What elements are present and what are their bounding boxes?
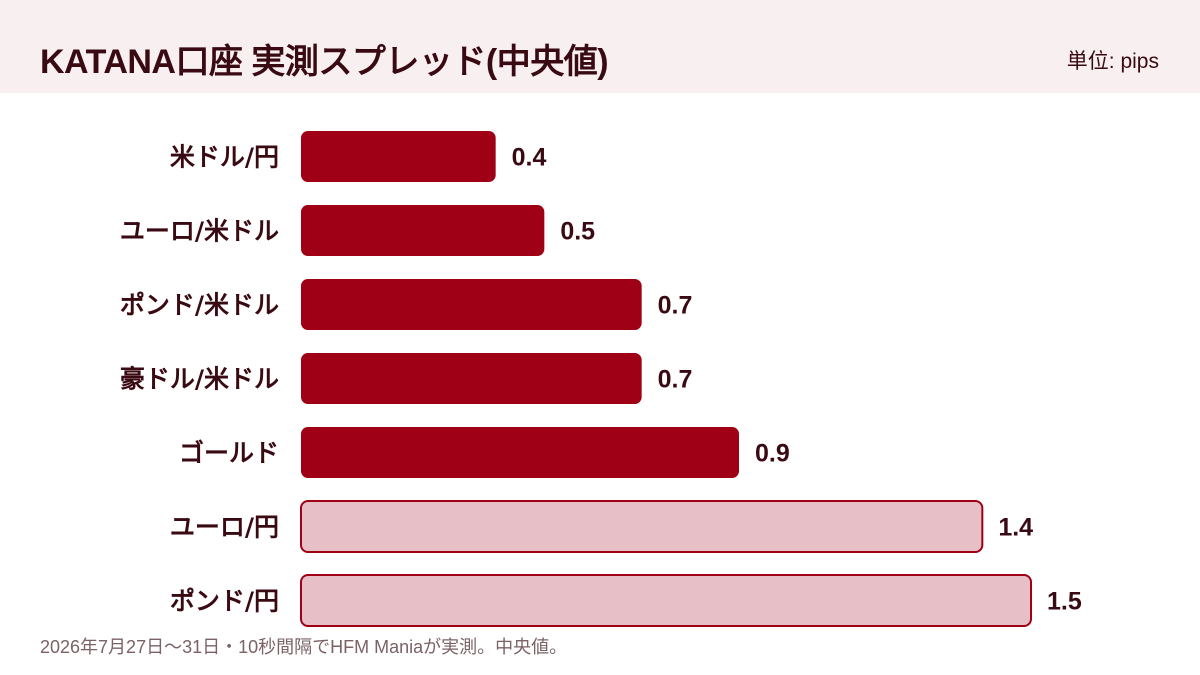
category-label: ユーロ/円 (170, 513, 279, 542)
value-label: 1.5 (1047, 588, 1082, 616)
value-label: 0.7 (658, 292, 693, 320)
bar (301, 353, 642, 404)
chart-title: KATANA口座 実測スプレッド(中央値) (40, 43, 609, 81)
category-label: ゴールド (179, 439, 279, 468)
bar (300, 574, 1032, 627)
value-label: 0.7 (658, 366, 693, 394)
bar (301, 279, 642, 330)
category-label: 米ドル/円 (170, 143, 279, 172)
category-label: 豪ドル/米ドル (120, 365, 279, 394)
bar-chart: 米ドル/円 0.4 ユーロ/米ドル 0.5 ポンド/米ドル 0.7 豪ドル/米ドル 0.7 ゴー… (120, 131, 1082, 627)
value-label: 0.4 (512, 144, 547, 172)
bar (301, 427, 739, 478)
value-label: 0.9 (755, 440, 790, 468)
bar (301, 131, 496, 182)
bar (300, 500, 984, 553)
footnote: 2026年7月27日〜31日・10秒間隔でHFM Maniaが実測。中央値。 (40, 637, 568, 657)
header-band: KATANA口座 実測スプレッド(中央値) 単位: pips (0, 0, 1200, 93)
value-label: 1.4 (998, 514, 1033, 542)
value-label: 0.5 (560, 218, 595, 246)
category-label: ユーロ/米ドル (120, 217, 279, 246)
bar (301, 205, 545, 256)
category-label: ポンド/米ドル (120, 291, 279, 320)
category-label: ポンド/円 (170, 587, 279, 616)
unit-label: 単位: pips (1066, 50, 1159, 73)
